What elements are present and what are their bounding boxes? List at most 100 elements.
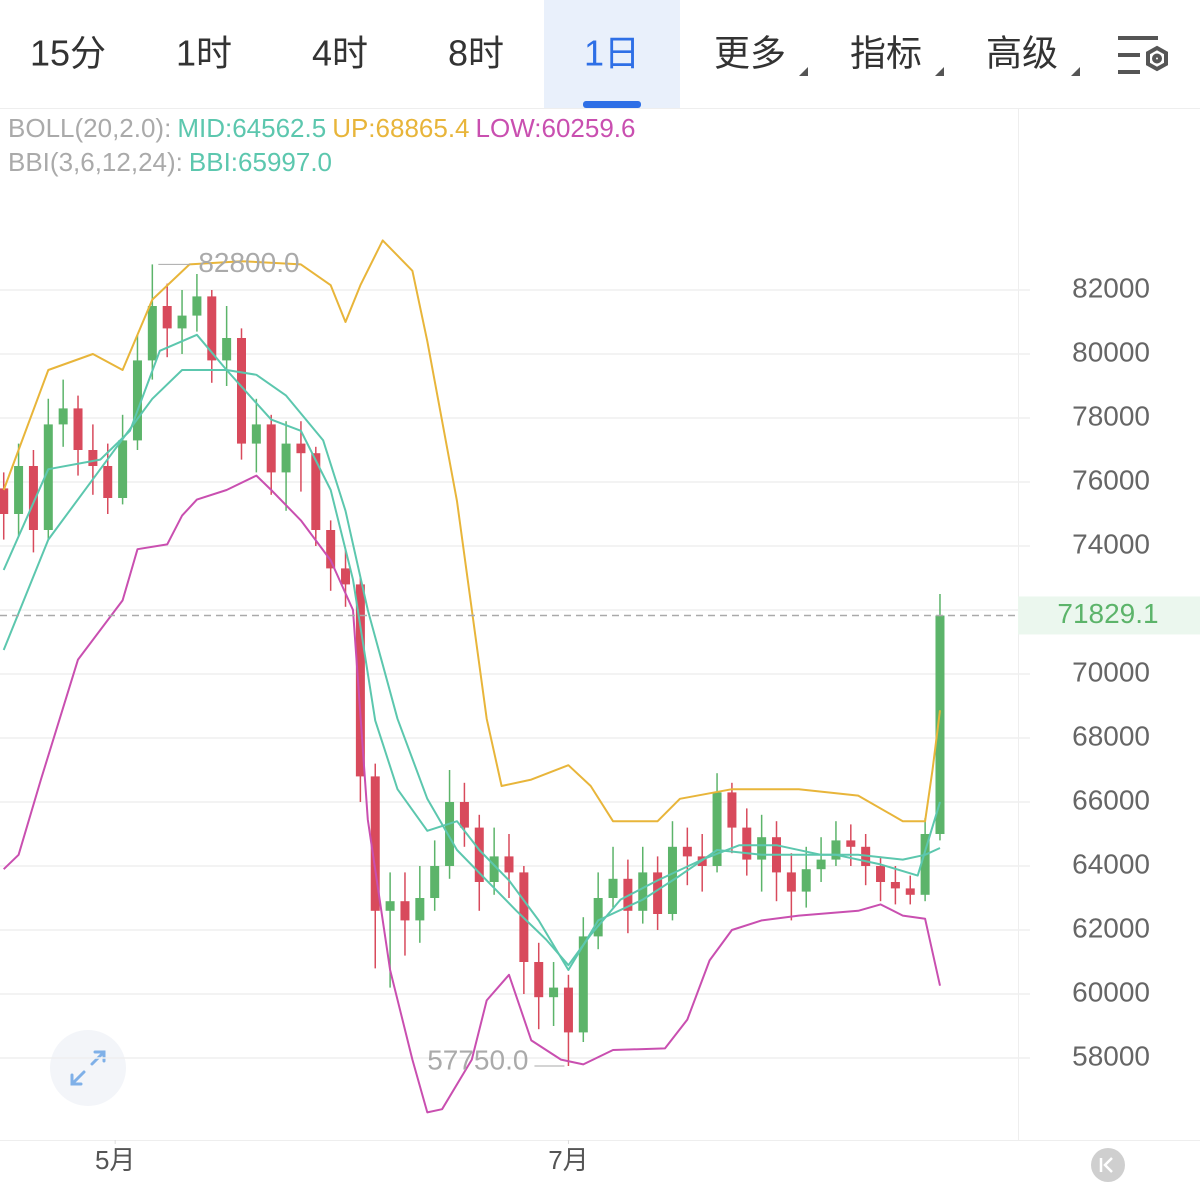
candle-body [876, 866, 886, 882]
candle [831, 821, 841, 866]
candle [504, 834, 514, 898]
dropdown-indicator [799, 67, 808, 76]
candle-body [370, 776, 380, 911]
candle-body [816, 859, 826, 870]
candle [846, 824, 856, 866]
candle [177, 290, 187, 354]
candle [727, 782, 737, 854]
tab[interactable]: 更多 [714, 33, 808, 76]
candle-body [905, 888, 915, 895]
candle-body [682, 846, 692, 857]
candle-body [0, 488, 9, 514]
candle-body [311, 453, 321, 530]
tab[interactable]: 高级 [986, 33, 1080, 76]
tab[interactable]: 指标 [850, 33, 944, 76]
tab-label: 高级 [986, 33, 1058, 74]
x-tick-label: 5月 [95, 1145, 135, 1175]
candle-body [430, 866, 440, 898]
candle-body [415, 898, 425, 921]
candle-body [474, 827, 484, 882]
candle-body [831, 840, 841, 860]
candle-body [459, 802, 469, 828]
candle [757, 814, 767, 892]
candle [0, 472, 9, 540]
candle-body [890, 882, 900, 889]
candle-body [14, 466, 24, 514]
candle [58, 379, 68, 447]
candle [638, 846, 648, 924]
indicator-line [2, 369, 941, 967]
candle [326, 520, 336, 591]
tab-label: 1日 [584, 33, 640, 74]
tab-label: 15分 [30, 33, 106, 74]
legend-entry: BBI:65997.0 [189, 147, 332, 177]
tab[interactable]: 1日 [544, 0, 680, 108]
candle-body [132, 360, 142, 441]
indicator-name: BOLL(20,2.0): [8, 113, 171, 143]
candle [281, 421, 291, 511]
candle [489, 827, 499, 895]
candle [266, 414, 276, 495]
candle [593, 872, 603, 950]
y-tick-label: 58000 [1072, 1040, 1150, 1071]
candle-body [207, 296, 217, 361]
candle-body [846, 840, 856, 847]
candle [103, 443, 113, 514]
settings-icon[interactable] [1118, 36, 1168, 74]
candle-body [786, 872, 796, 892]
candle [118, 414, 128, 505]
candle [341, 549, 351, 607]
tab[interactable]: 15分 [30, 33, 106, 74]
candle-body [28, 466, 38, 530]
last-price-label: 71829.1 [1057, 598, 1158, 629]
high-label: 82800.0 [198, 247, 299, 278]
scroll-to-latest-button[interactable] [1091, 1148, 1125, 1182]
candle [311, 446, 321, 546]
candle-body [757, 837, 767, 860]
candle [578, 917, 588, 1042]
candle [608, 846, 618, 908]
tab[interactable]: 1时 [176, 33, 232, 74]
y-tick-label: 82000 [1072, 272, 1150, 303]
candle [73, 395, 83, 476]
y-tick-label: 64000 [1072, 848, 1150, 879]
candle-body [742, 827, 752, 860]
tab[interactable]: 4时 [312, 33, 368, 74]
candle [816, 837, 826, 882]
expand-button[interactable] [50, 1030, 126, 1106]
plot-area: 5800060000620006400066000680007000072000… [0, 113, 1200, 1175]
candle [712, 773, 722, 873]
candle [653, 856, 663, 930]
candle-body [608, 878, 618, 898]
legend-entry: MID:64562.5 [177, 113, 326, 143]
candle-body [727, 792, 737, 828]
y-tick-label: 60000 [1072, 976, 1150, 1007]
candle-body [73, 408, 83, 450]
candle [920, 818, 930, 902]
x-tick-label: 7月 [548, 1145, 588, 1175]
candle-body [593, 898, 603, 937]
candle-body [534, 962, 544, 998]
y-tick-label: 80000 [1072, 336, 1150, 367]
indicator-name: BBI(3,6,12,24): [8, 147, 183, 177]
candle [905, 875, 915, 905]
candle [236, 328, 246, 460]
tab-label: 4时 [312, 33, 368, 74]
y-tick-label: 62000 [1072, 912, 1150, 943]
candle [192, 274, 202, 332]
candle [786, 853, 796, 921]
candle-body [400, 901, 410, 921]
tab[interactable]: 8时 [448, 33, 504, 74]
candle-body [251, 424, 261, 444]
candle-body [177, 315, 187, 329]
candle-body [118, 440, 128, 498]
indicator-legend: BBI(3,6,12,24): BBI:65997.0 [8, 147, 332, 177]
candle-body [281, 443, 291, 473]
y-tick-label: 76000 [1072, 464, 1150, 495]
tab-label: 1时 [176, 33, 232, 74]
y-tick-label: 68000 [1072, 720, 1150, 751]
candle [549, 962, 559, 1026]
candle [801, 846, 811, 908]
